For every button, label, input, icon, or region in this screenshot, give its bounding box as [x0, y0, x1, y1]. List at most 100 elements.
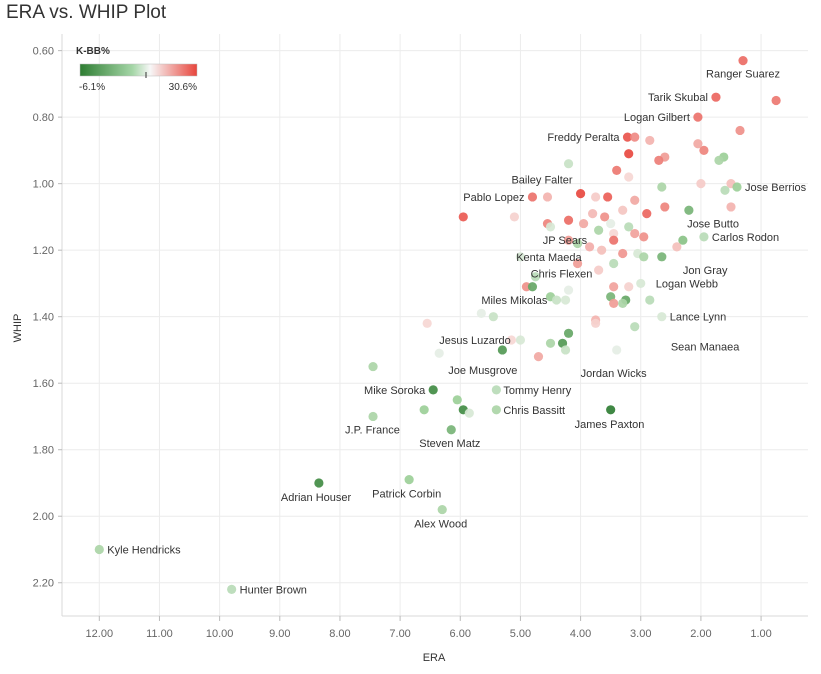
data-point[interactable] [630, 322, 640, 332]
data-point[interactable] [597, 245, 607, 255]
data-point[interactable] [464, 408, 474, 418]
data-point[interactable] [657, 182, 667, 192]
data-point[interactable] [606, 405, 616, 415]
data-point[interactable] [645, 135, 655, 146]
data-point[interactable] [603, 192, 613, 202]
data-point[interactable] [609, 298, 619, 308]
data-point[interactable] [527, 282, 538, 292]
data-point[interactable] [594, 225, 604, 235]
data-point[interactable] [657, 252, 667, 262]
data-point[interactable] [458, 212, 468, 222]
data-point[interactable] [515, 335, 526, 345]
data-point[interactable] [591, 318, 601, 328]
data-point[interactable] [630, 132, 640, 142]
data-point[interactable] [735, 125, 745, 136]
data-point[interactable] [404, 475, 414, 485]
data-point[interactable] [368, 361, 378, 372]
data-point[interactable] [476, 308, 486, 318]
data-point[interactable] [693, 139, 703, 149]
data-point[interactable] [645, 295, 655, 305]
data-point[interactable] [533, 351, 544, 362]
data-point[interactable] [618, 248, 628, 259]
data-point[interactable] [551, 295, 562, 305]
data-point[interactable] [491, 385, 501, 395]
data-point[interactable] [585, 242, 595, 252]
data-point[interactable] [94, 544, 104, 555]
data-point[interactable] [609, 235, 619, 245]
data-point[interactable] [497, 345, 507, 355]
data-point[interactable] [491, 405, 501, 415]
data-point[interactable] [575, 189, 586, 199]
data-point[interactable] [452, 395, 462, 405]
data-point[interactable] [624, 222, 634, 232]
data-point[interactable] [622, 132, 633, 142]
data-point[interactable] [609, 228, 619, 239]
data-point[interactable] [428, 385, 438, 395]
data-point[interactable] [314, 478, 324, 488]
data-point[interactable] [545, 222, 556, 232]
data-point[interactable] [657, 312, 667, 322]
data-point[interactable] [591, 192, 601, 202]
data-point[interactable] [609, 282, 619, 292]
data-point[interactable] [434, 348, 444, 358]
data-point[interactable] [545, 338, 556, 348]
data-point[interactable] [563, 215, 574, 225]
data-point[interactable] [612, 165, 622, 175]
data-point[interactable] [732, 182, 742, 192]
data-point[interactable] [530, 272, 541, 282]
data-point[interactable] [693, 112, 703, 122]
data-point[interactable] [642, 208, 652, 219]
data-point[interactable] [639, 252, 649, 262]
data-point[interactable] [720, 185, 730, 195]
data-point[interactable] [699, 145, 709, 155]
data-point[interactable] [227, 584, 237, 594]
data-point[interactable] [654, 155, 664, 165]
data-point[interactable] [711, 92, 721, 102]
data-point[interactable] [563, 159, 574, 169]
data-point[interactable] [578, 218, 589, 229]
data-point[interactable] [699, 232, 709, 242]
data-point[interactable] [771, 95, 781, 106]
data-point[interactable] [612, 345, 622, 355]
data-point[interactable] [437, 504, 447, 515]
data-point[interactable] [588, 208, 598, 219]
data-point[interactable] [606, 218, 616, 229]
data-point[interactable] [506, 335, 517, 345]
data-point[interactable] [618, 298, 628, 308]
data-point[interactable] [527, 192, 538, 202]
data-point[interactable] [624, 172, 634, 182]
data-point[interactable] [515, 252, 526, 262]
data-point[interactable] [714, 155, 724, 165]
data-point[interactable] [563, 235, 574, 245]
data-point[interactable] [509, 212, 520, 222]
data-point[interactable] [488, 312, 498, 322]
data-point[interactable] [624, 282, 634, 292]
data-point[interactable] [618, 205, 628, 215]
data-point[interactable] [636, 278, 646, 289]
data-point[interactable] [422, 318, 432, 328]
data-point[interactable] [600, 212, 610, 222]
data-point[interactable] [624, 149, 634, 159]
data-point[interactable] [542, 192, 553, 202]
data-point[interactable] [672, 242, 682, 252]
data-point[interactable] [630, 195, 640, 205]
data-point[interactable] [726, 202, 736, 212]
data-point[interactable] [572, 258, 583, 269]
data-point[interactable] [563, 285, 574, 295]
data-point[interactable] [609, 258, 619, 269]
data-point[interactable] [563, 328, 574, 338]
data-point[interactable] [660, 202, 670, 212]
data-point[interactable] [560, 295, 571, 305]
data-point[interactable] [639, 232, 649, 242]
data-point[interactable] [419, 405, 429, 415]
data-point[interactable] [594, 265, 604, 275]
data-point[interactable] [738, 56, 748, 66]
data-point[interactable] [630, 228, 640, 239]
data-point[interactable] [572, 238, 583, 249]
data-point[interactable] [684, 205, 694, 215]
data-point[interactable] [696, 179, 706, 189]
data-point[interactable] [678, 235, 688, 245]
data-point[interactable] [560, 345, 571, 355]
data-point[interactable] [446, 425, 456, 435]
data-point[interactable] [368, 411, 378, 422]
